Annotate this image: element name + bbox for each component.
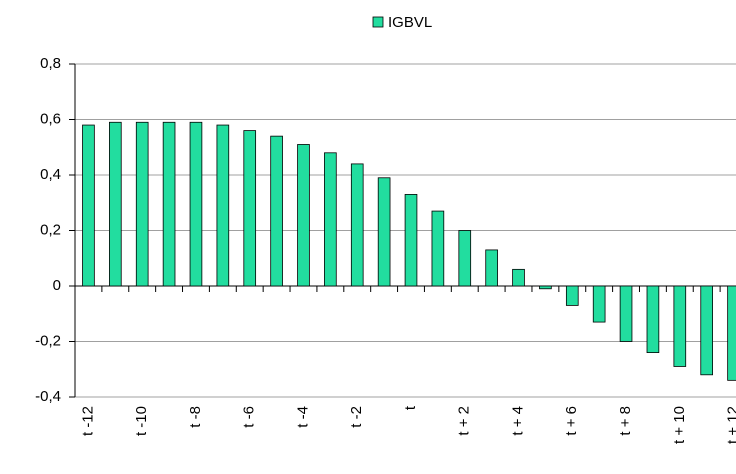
x-tick-label: t xyxy=(402,405,419,410)
bar xyxy=(592,285,606,323)
y-tick-label: 0,4 xyxy=(40,166,61,183)
bar xyxy=(109,121,122,287)
x-tick-label: t + 2 xyxy=(456,406,473,436)
bar xyxy=(189,121,203,287)
x-tick-label: t + 4 xyxy=(509,406,526,436)
bar xyxy=(539,285,552,290)
bar xyxy=(377,177,391,287)
bar xyxy=(727,285,736,381)
bar xyxy=(512,268,525,287)
x-tick-label: t + 10 xyxy=(671,406,688,444)
bar xyxy=(216,124,230,287)
x-tick-label: t + 6 xyxy=(563,406,580,436)
bar xyxy=(458,230,472,287)
legend-swatch xyxy=(372,16,384,28)
bar xyxy=(243,130,257,287)
x-tick-label: t -2 xyxy=(348,406,365,428)
legend-label: IGBVL xyxy=(388,14,432,31)
bar xyxy=(350,163,364,287)
bar xyxy=(431,210,445,287)
y-tick-label: -0,2 xyxy=(35,332,61,349)
bar xyxy=(324,152,337,287)
bar xyxy=(485,249,498,287)
bar xyxy=(270,135,283,287)
y-tick-label: 0,6 xyxy=(40,110,61,127)
y-tick-label: -0,4 xyxy=(35,388,61,405)
x-tick-label: t + 12 xyxy=(725,406,736,444)
bar xyxy=(565,285,579,306)
y-tick-label: 0,8 xyxy=(40,55,61,72)
x-tick-label: t -10 xyxy=(133,406,150,436)
bar xyxy=(700,285,713,376)
bar xyxy=(135,121,149,287)
bar xyxy=(619,285,633,342)
bar xyxy=(162,121,176,287)
bar xyxy=(404,194,418,287)
bar xyxy=(646,285,660,353)
x-tick-label: t -8 xyxy=(187,406,204,428)
x-tick-label: t -4 xyxy=(294,406,311,428)
y-tick-label: 0 xyxy=(53,277,61,294)
bar xyxy=(673,285,687,367)
bar xyxy=(82,124,95,287)
bar xyxy=(297,144,310,287)
x-tick-label: t -12 xyxy=(79,406,96,436)
x-tick-label: t -6 xyxy=(241,406,258,428)
x-tick-label: t + 8 xyxy=(617,406,634,436)
y-tick-label: 0,2 xyxy=(40,221,61,238)
